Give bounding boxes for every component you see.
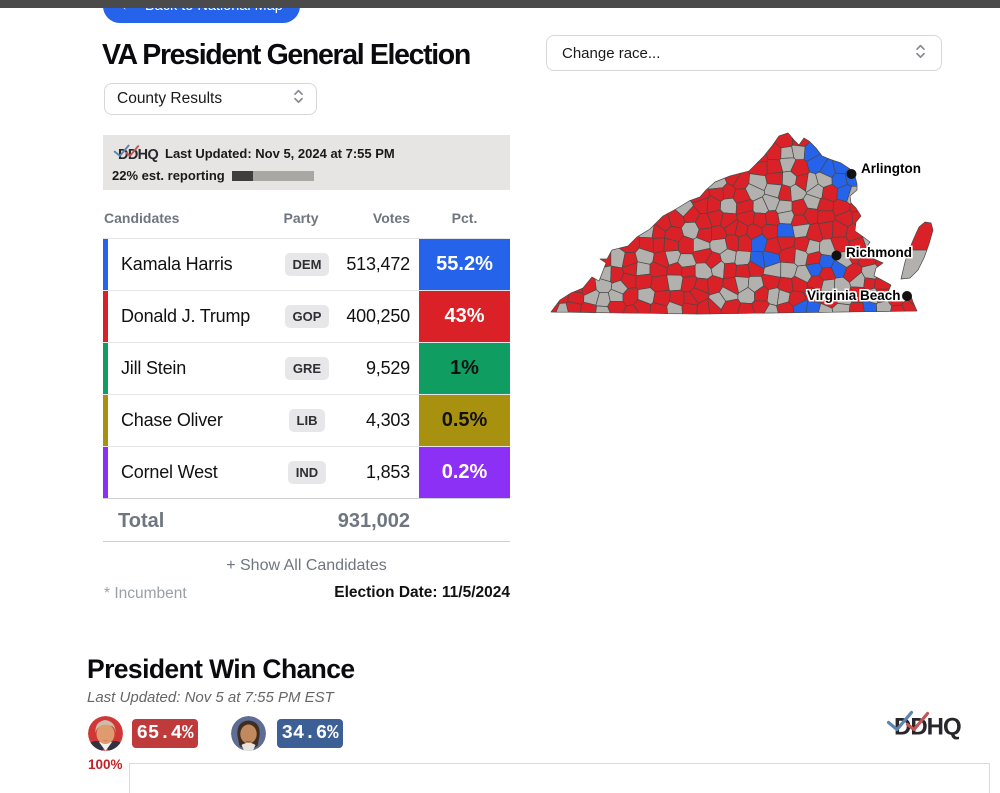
svg-text:DDHQ: DDHQ xyxy=(894,714,961,741)
svg-text:DDHQ: DDHQ xyxy=(118,147,159,163)
